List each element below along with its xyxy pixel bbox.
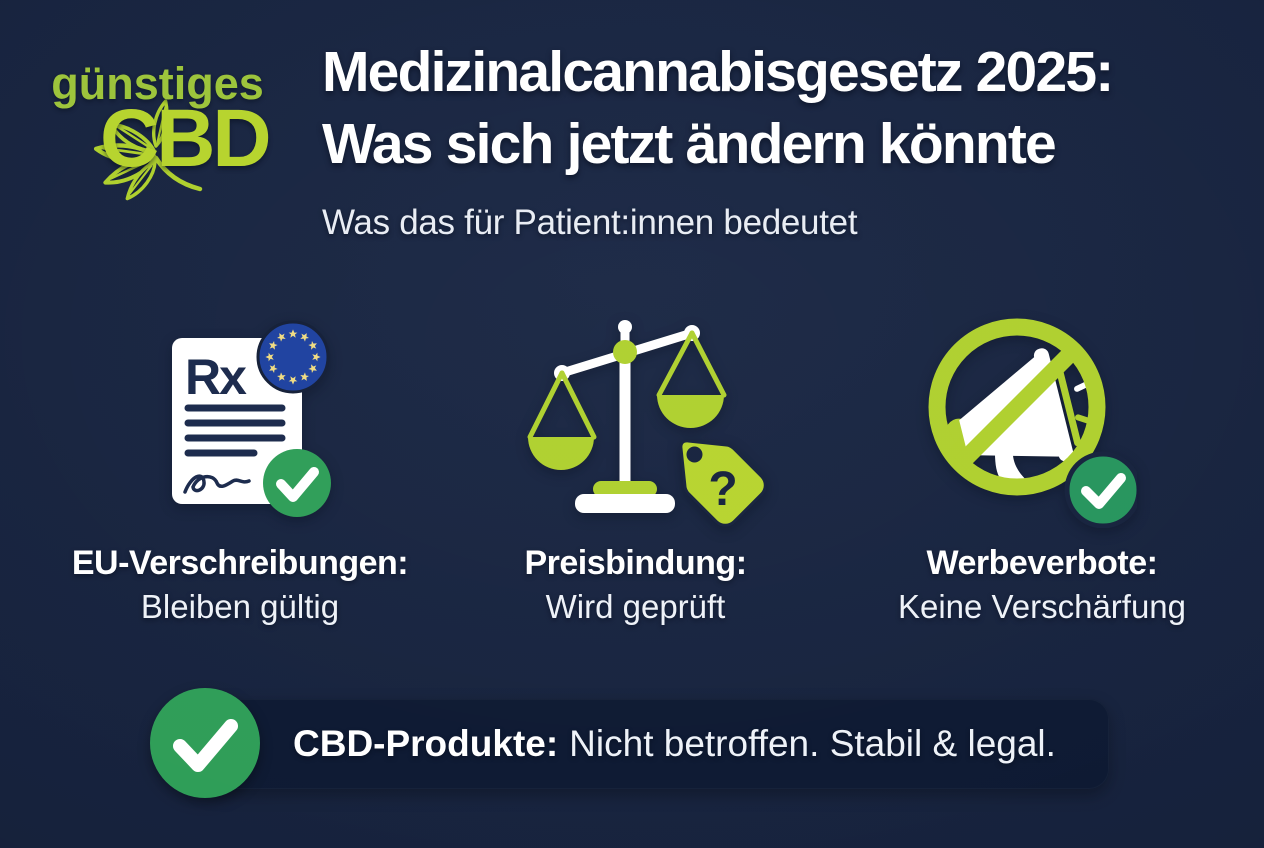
column-heading: Preisbindung: (524, 544, 747, 582)
check-circle-icon (263, 449, 331, 517)
column-eu-verschreibungen: EU-Verschreibungen: Bleiben gültig (25, 542, 455, 628)
rx-label: Rx (185, 349, 247, 405)
logo-word-cbd: CBD (100, 93, 272, 184)
check-circle-icon (150, 688, 260, 798)
question-mark-label: ? (708, 463, 737, 516)
price-tag-icon: ? (679, 439, 766, 527)
banner-heading: CBD-Produkte: (293, 723, 559, 764)
column-werbeverbote: Werbeverbote: Keine Verschärfung (837, 542, 1247, 628)
column-detail: Bleiben gültig (140, 588, 340, 625)
scales-price-tag-icon: ? (527, 320, 766, 527)
subtitle: Was das für Patient:innen bedeutet (322, 203, 858, 242)
balance-scale-icon (527, 320, 727, 513)
column-detail: Keine Verschärfung (897, 588, 1187, 625)
no-advertising-check-icon (928, 318, 1137, 528)
check-circle-icon (1064, 451, 1137, 528)
page-title: Medizinalcannabisgesetz 2025: Was sich je… (322, 36, 1114, 180)
signature-squiggle (183, 474, 251, 494)
column-preisbindung: Preisbindung: Wird geprüft (458, 542, 813, 628)
column-detail: Wird geprüft (545, 588, 726, 625)
eu-flag-icon (256, 320, 330, 394)
logo-word-guenstiges: günstiges (51, 58, 264, 109)
bottom-banner: CBD-Produkte: Nicht betroffen. Stabil & … (193, 699, 1109, 789)
column-heading: Werbeverbote: (926, 544, 1158, 582)
prohibition-circle-icon (928, 318, 1106, 496)
rx-document-eu-check-icon: Rx (172, 320, 331, 517)
column-heading: EU-Verschreibungen: (71, 544, 409, 582)
title-line-1: Medizinalcannabisgesetz 2025: (322, 40, 1114, 104)
cannabis-leaf-icon (28, 98, 203, 205)
banner-detail: Nicht betroffen. Stabil & legal. (569, 723, 1056, 764)
title-line-2: Was sich jetzt ändern könnte (322, 112, 1057, 176)
